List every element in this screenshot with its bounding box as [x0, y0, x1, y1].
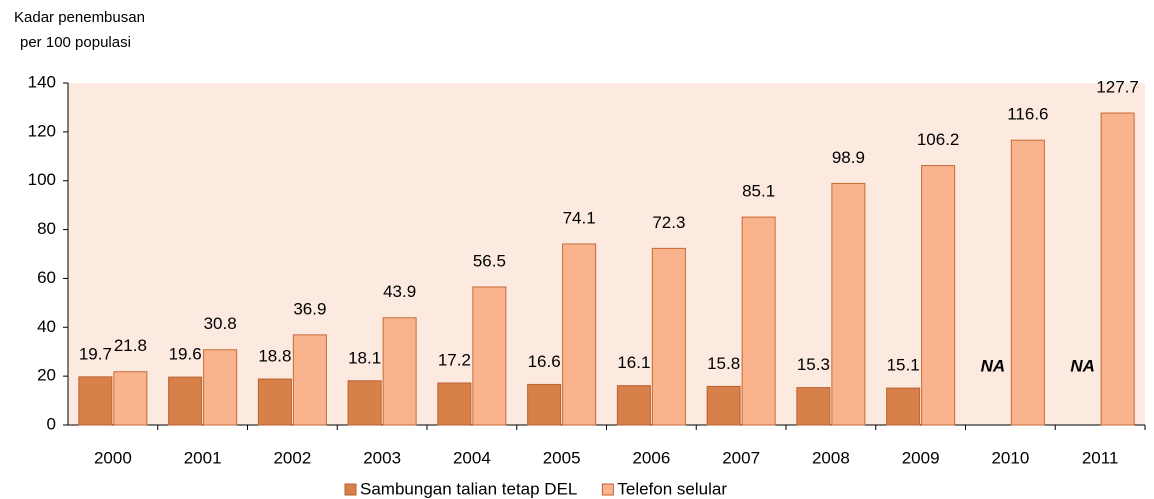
x-tick-label: 2004 — [453, 448, 491, 467]
bar — [257, 378, 292, 426]
data-label: 98.9 — [832, 148, 865, 167]
data-label: 18.1 — [348, 348, 381, 367]
data-label: 127.7 — [1096, 78, 1139, 97]
x-tick-label: 2010 — [991, 448, 1029, 467]
plot-area — [68, 83, 1145, 425]
y-tick-label: 20 — [37, 366, 56, 385]
y-tick-label: 40 — [37, 317, 56, 336]
bar — [168, 376, 203, 426]
x-tick-label: 2011 — [1082, 448, 1119, 467]
bar — [1010, 139, 1045, 426]
bar — [886, 387, 921, 426]
data-label: 15.1 — [887, 356, 920, 375]
y-tick-label: 120 — [28, 121, 56, 140]
data-label: 21.8 — [114, 336, 147, 355]
data-label: 43.9 — [383, 282, 416, 301]
data-label: 106.2 — [917, 130, 960, 149]
data-label: 16.6 — [528, 352, 561, 371]
x-tick-label: 2007 — [722, 448, 760, 467]
data-label: 16.1 — [617, 353, 650, 372]
data-label: 17.2 — [438, 350, 471, 369]
bar — [292, 334, 327, 426]
bar — [78, 376, 113, 426]
x-tick-label: 2001 — [184, 448, 222, 467]
y-axis-label: Kadar penembusan — [14, 9, 145, 26]
bar — [347, 380, 382, 426]
bar — [382, 317, 417, 426]
y-tick-label: 0 — [47, 414, 56, 433]
bar — [472, 286, 507, 426]
data-label: 72.3 — [652, 213, 685, 232]
bar — [527, 383, 562, 426]
x-tick-label: 2009 — [902, 448, 940, 467]
bar — [1100, 112, 1135, 426]
data-label: 19.7 — [79, 344, 112, 363]
bar — [741, 216, 776, 426]
bar — [921, 165, 956, 426]
x-tick-label: 2006 — [632, 448, 670, 467]
data-label: 74.1 — [563, 208, 596, 227]
legend-label: Sambungan talian tetap DEL — [360, 479, 577, 498]
y-tick-label: 140 — [28, 72, 56, 91]
data-label: 85.1 — [742, 182, 775, 201]
data-label: NA — [981, 356, 1006, 375]
x-tick-label: 2000 — [94, 448, 132, 467]
data-label: NA — [1070, 356, 1095, 375]
data-label: 116.6 — [1007, 105, 1048, 124]
data-label: 36.9 — [293, 299, 326, 318]
data-label: 15.8 — [707, 354, 740, 373]
bar — [616, 385, 651, 426]
bar — [437, 382, 472, 426]
data-label: 19.6 — [169, 345, 202, 364]
legend-swatch — [344, 483, 357, 496]
data-label: 15.3 — [797, 355, 830, 374]
bar — [113, 371, 148, 426]
y-tick-label: 60 — [37, 268, 56, 287]
legend-swatch — [601, 483, 614, 496]
bar — [796, 387, 831, 426]
data-label: 18.8 — [258, 347, 291, 366]
bar — [651, 247, 686, 426]
x-tick-label: 2005 — [543, 448, 581, 467]
bar — [203, 349, 238, 426]
y-tick-label: 100 — [28, 170, 56, 189]
x-tick-label: 2003 — [363, 448, 401, 467]
y-tick-label: 80 — [37, 219, 56, 238]
data-label: 56.5 — [473, 251, 506, 270]
data-label: 30.8 — [204, 314, 237, 333]
y-axis-label: per 100 populasi — [20, 34, 131, 51]
bar — [562, 243, 597, 426]
legend-label: Telefon selular — [617, 479, 727, 498]
bar — [706, 385, 741, 426]
x-tick-label: 2002 — [273, 448, 311, 467]
bar — [831, 182, 866, 426]
x-tick-label: 2008 — [812, 448, 850, 467]
